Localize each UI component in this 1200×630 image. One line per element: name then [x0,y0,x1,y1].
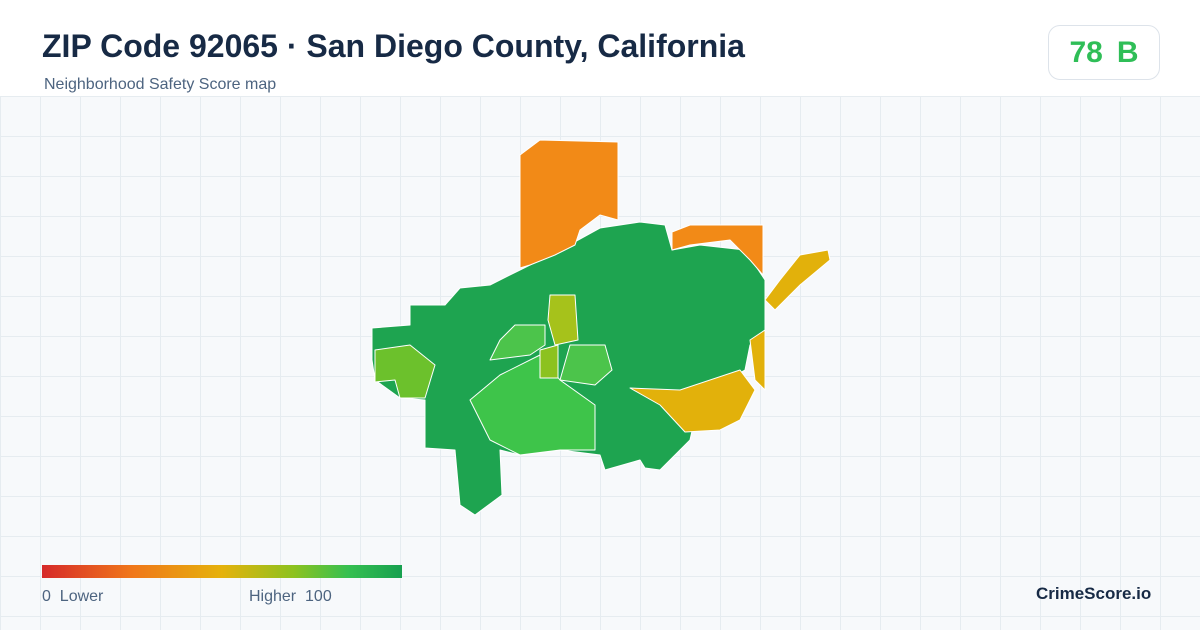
subtitle: Neighborhood Safety Score map [44,76,277,93]
region [671,224,764,276]
region [764,249,831,311]
header [0,0,1200,96]
region [489,324,546,361]
region [749,329,766,391]
region [374,344,436,399]
score-badge: 78 B [1048,25,1160,80]
legend-min-value: 0 [42,588,51,605]
brand: CrimeScore.io [1036,584,1152,603]
legend-min-label: Lower [59,588,104,605]
legend-bar [42,565,402,578]
legend-max-label: Higher [249,588,297,605]
legend-min: 0 Lower [42,588,103,606]
grade: B [1116,35,1139,69]
region [547,294,579,346]
region [539,344,559,379]
region [559,344,613,386]
region [629,369,756,433]
score: 78 [1069,35,1103,69]
legend-max-value: 100 [305,588,332,605]
region [469,354,596,456]
legend-max: Higher 100 [249,588,332,606]
title: ZIP Code 92065 · San Diego County, Calif… [42,28,745,64]
region [519,139,619,269]
